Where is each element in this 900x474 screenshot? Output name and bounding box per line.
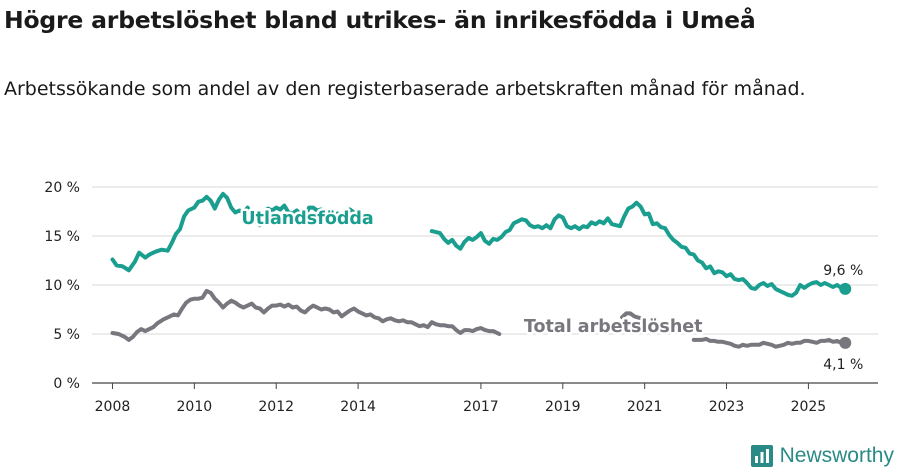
grid-lines [92,186,878,335]
x-tick-label: 2025 [791,399,827,415]
x-tick-label: 2012 [258,399,294,415]
newsworthy-brand: Newsworthy [750,444,894,468]
series-line-total [110,288,502,342]
x-tick-label: 2010 [177,399,213,415]
x-tick-label: 2023 [709,399,745,415]
x-axis: 2008 2010 2012 2014 2017 2019 2021 2023 2025 [92,382,878,415]
series-label-total: Total arbetslöshet [524,317,703,337]
series-line-total [691,336,848,349]
end-value-label-utlandsfodda: 9,6 % [823,263,863,279]
y-tick-label: 20 % [44,180,80,196]
y-tick-label: 0 % [53,376,80,392]
x-tick-label: 2017 [463,399,499,415]
x-tick-label: 2014 [340,399,376,415]
x-tick-label: 2008 [95,399,131,415]
series-labels: 9,6 % Utlandsfödda 4,1 % Total arbetslöshet [239,207,863,373]
end-point-utlandsfodda [839,282,852,295]
x-tick-label: 2019 [545,399,581,415]
series-line-utlandsfodda [429,200,848,298]
y-tick-label: 5 % [53,327,80,343]
end-value-label-total: 4,1 % [823,357,863,373]
chart-title: Högre arbetslöshet bland utrikes- än inr… [4,6,756,34]
end-point-total [839,336,852,349]
series-lines [110,191,852,349]
x-tick-label: 2021 [627,399,663,415]
y-axis: 0 % 5 % 10 % 15 % 20 % [44,180,80,392]
series-line-total [620,311,643,321]
brand-name: Newsworthy [779,444,894,467]
series-label-utlandsfodda: Utlandsfödda [241,209,373,229]
y-tick-label: 10 % [44,278,80,294]
chart-subtitle: Arbetssökande som andel av den registerb… [4,78,806,100]
series-line-utlandsfodda [110,191,361,273]
newsworthy-logo-icon [750,445,773,467]
y-tick-label: 15 % [44,229,80,245]
